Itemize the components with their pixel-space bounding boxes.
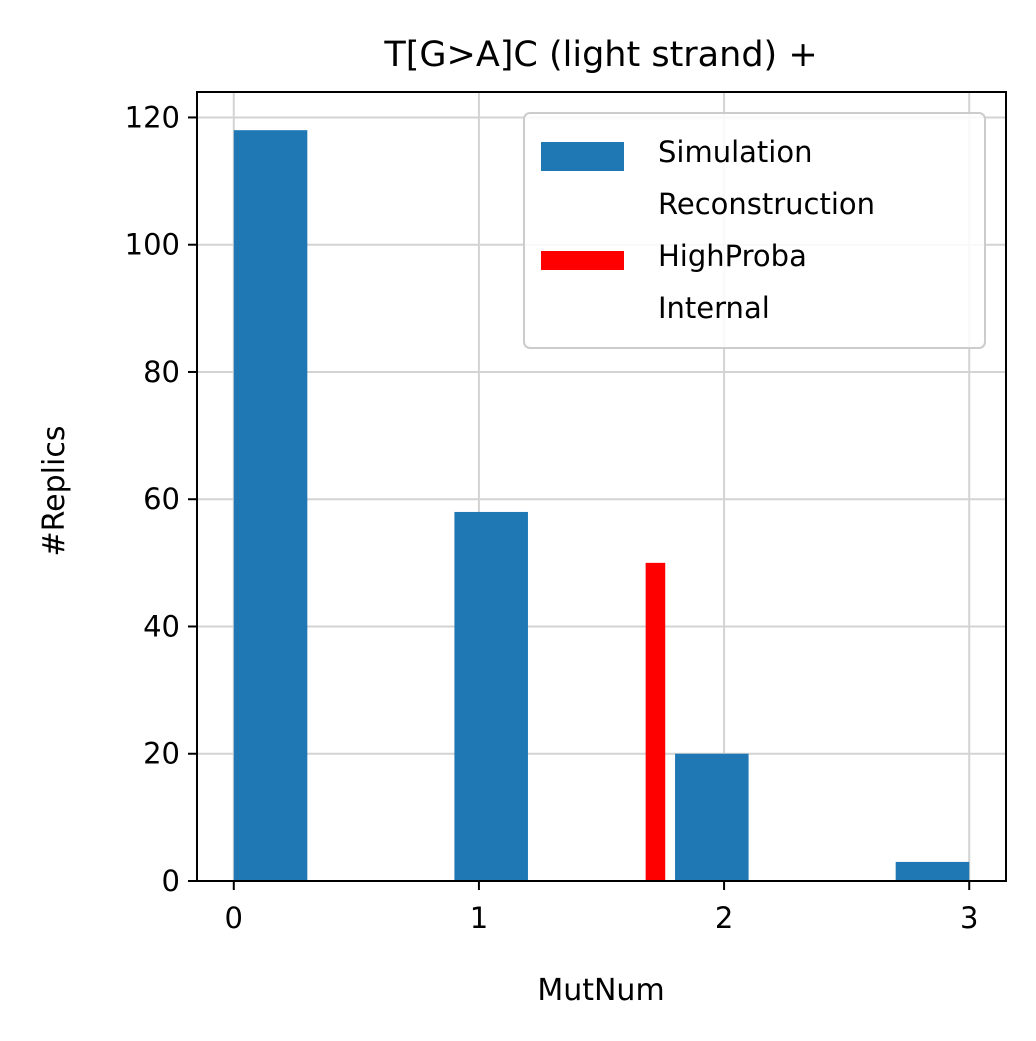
axis-ticks: 0 1 2 3 0 20 40 60 80 100 120: [125, 100, 979, 935]
x-axis-label: MutNum: [537, 973, 664, 1008]
x-tick-label: 0: [225, 901, 243, 935]
legend-label-line: HighProba: [658, 239, 807, 273]
legend-label-line: Internal: [658, 291, 770, 325]
legend-label-line: Reconstruction: [658, 187, 875, 221]
legend-label-reconstruction: Reconstruction HighProba Internal: [658, 187, 875, 325]
plot-frame: [196, 91, 1007, 882]
y-tick-label: 0: [162, 864, 180, 898]
legend-box: [523, 112, 986, 349]
legend-label-line: Simulation: [658, 135, 812, 169]
legend-label-simulation: Simulation: [658, 135, 812, 169]
chart-title: T[G>A]C (light strand) +: [383, 35, 817, 75]
simulation-bar: [675, 753, 749, 881]
legend: Simulation Reconstruction HighProba Interna…: [523, 112, 986, 349]
simulation-bar: [233, 130, 308, 881]
y-tick-label: 100: [125, 228, 180, 262]
legend-swatch-reconstruction: [541, 251, 624, 270]
bars-layer: [233, 130, 970, 881]
reconstruction-bar: [645, 562, 666, 881]
y-tick-label: 20: [143, 737, 180, 771]
x-tick-label: 2: [715, 901, 733, 935]
x-tick-label: 3: [960, 901, 978, 935]
y-tick-label: 60: [143, 482, 180, 516]
y-axis-label: #Replics: [37, 426, 72, 557]
y-tick-label: 40: [143, 609, 180, 643]
y-tick-label: 120: [125, 100, 180, 134]
legend-swatch-simulation: [541, 142, 624, 171]
simulation-bar: [454, 511, 528, 881]
y-tick-label: 80: [143, 355, 180, 389]
x-tick-label: 1: [470, 901, 488, 935]
simulation-bar: [895, 861, 970, 881]
